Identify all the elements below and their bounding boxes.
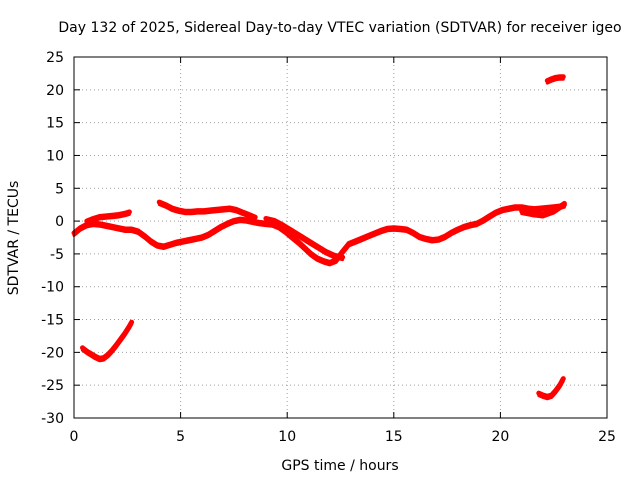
y-tick-label: -30 — [41, 411, 64, 427]
series-main-trace-spread — [72, 205, 566, 267]
axis-layer: 25 20 15 10 5 0 -5 -10 -15 -20 -25 -30 0 5 10 15 20 25 — [41, 50, 616, 445]
series-late-branch-spread — [520, 204, 566, 219]
y-tick-label: -15 — [41, 313, 64, 329]
x-tick-label: 0 — [70, 429, 79, 445]
x-tick-label: 10 — [278, 429, 296, 445]
series-early-negative-arc-spread — [81, 323, 134, 363]
series-early-upper-branch-spread — [85, 212, 131, 226]
grid-layer — [74, 57, 607, 418]
series-evening-parallel-branch — [263, 216, 346, 260]
chart-title: Day 132 of 2025, Sidereal Day-to-day VTE… — [58, 20, 621, 36]
series-layer — [71, 74, 567, 401]
y-tick-label: 15 — [46, 116, 64, 132]
x-tick-label: 25 — [598, 429, 616, 445]
y-tick-label: 25 — [46, 50, 64, 66]
y-tick-label: 10 — [46, 148, 64, 164]
series-late-negative-arc-spread — [537, 379, 565, 401]
y-tick-label: 20 — [46, 83, 64, 99]
y-tick-label: -25 — [41, 378, 64, 394]
y-tick-label: 0 — [55, 214, 64, 230]
series-late-high-segment — [544, 74, 566, 84]
series-evening-parallel-branch-spread — [264, 219, 345, 262]
series-late-branch — [519, 200, 567, 217]
x-tick-label: 15 — [385, 429, 403, 445]
x-tick-label: 5 — [176, 429, 185, 445]
plot-frame — [73, 56, 608, 419]
y-axis-label: SDTVAR / TECUs — [6, 181, 22, 296]
y-tick-label: -10 — [41, 280, 64, 296]
x-tick-label: 20 — [491, 429, 509, 445]
y-tick-label: -20 — [41, 345, 64, 361]
x-axis-label: GPS time / hours — [281, 458, 398, 474]
series-midday-upper-segment-spread — [157, 203, 257, 222]
y-tick-label: 5 — [55, 181, 64, 197]
series-midday-upper-segment — [156, 199, 258, 220]
series-early-upper-branch — [84, 209, 132, 224]
y-tick-label: -5 — [50, 247, 64, 263]
series-late-high-segment-spread — [545, 77, 565, 85]
series-main-trace — [71, 202, 567, 265]
